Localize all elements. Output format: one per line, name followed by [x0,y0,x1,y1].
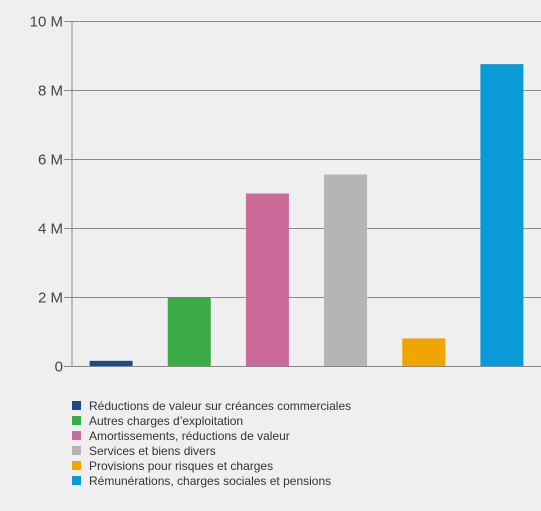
bar [402,338,446,366]
bar [89,360,133,366]
y-tick-label: 6 M [38,152,63,169]
bar-chart: 0 2 M 4 M 6 M 8 M 10 M [30,14,541,376]
legend-swatch [72,446,81,455]
y-tick-label: 0 [55,359,63,376]
y-axis: 0 2 M 4 M 6 M 8 M 10 M [30,14,73,376]
legend-item: Amortissements, réductions de valeur [72,428,351,443]
y-tick-label: 10 M [30,14,63,31]
bar [167,297,211,366]
legend-item: Autres charges d’exploitation [72,413,351,428]
legend: Réductions de valeur sur créances commer… [72,398,351,488]
y-tick-label: 4 M [38,221,63,238]
legend-swatch [72,431,81,440]
y-tick-label: 2 M [38,290,63,307]
y-tick-label: 8 M [38,83,63,100]
legend-item: Rémunérations, charges sociales et pensi… [72,473,351,488]
legend-label: Réductions de valeur sur créances commer… [89,398,352,413]
legend-label: Provisions pour risques et charges [89,458,274,473]
legend-swatch [72,401,81,410]
legend-swatch [72,416,81,425]
legend-swatch [72,476,81,485]
legend-item: Réductions de valeur sur créances commer… [72,398,351,413]
legend-swatch [72,461,81,470]
legend-item: Services et biens divers [72,443,351,458]
legend-item: Provisions pour risques et charges [72,458,351,473]
legend-label: Autres charges d’exploitation [89,413,244,428]
bars [89,64,524,366]
bar [480,64,524,366]
legend-label: Rémunérations, charges sociales et pensi… [89,473,332,488]
grid-lines [64,21,541,367]
legend-label: Amortissements, réductions de valeur [89,428,290,443]
bar [324,174,368,366]
bar [245,193,289,366]
legend-label: Services et biens divers [89,443,216,458]
